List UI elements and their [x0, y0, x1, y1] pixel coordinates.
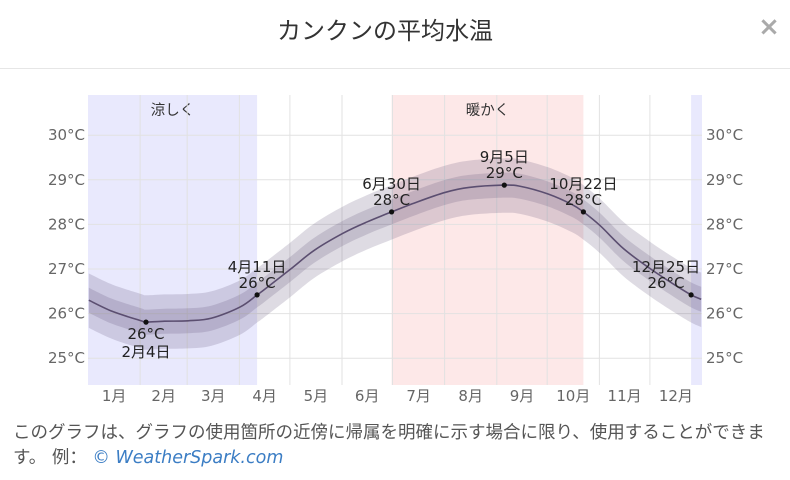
band-outer — [88, 158, 702, 350]
x-tick-label: 7月 — [406, 387, 431, 405]
x-tick-label: 1月 — [102, 387, 127, 405]
annotation-value-label: 29°C — [486, 164, 523, 182]
x-tick-label: 6月 — [355, 387, 380, 405]
annotation-date-label: 2月4日 — [121, 343, 170, 361]
annotation-value-label: 26°C — [127, 325, 164, 343]
annotation-value-label: 28°C — [373, 191, 410, 209]
y-tick-label-left: 26°C — [48, 305, 85, 323]
annotation-value-label: 26°C — [239, 274, 276, 292]
x-tick-label: 12月 — [659, 387, 693, 405]
annotation-point — [501, 182, 507, 188]
header-divider — [0, 68, 790, 69]
mean-line — [88, 184, 702, 323]
season-band — [88, 95, 258, 385]
season-label: 涼しく — [151, 102, 195, 119]
chart-title: カンクンの平均水温 — [277, 17, 493, 45]
annotation-point — [143, 319, 149, 325]
y-tick-label-right: 29°C — [706, 171, 743, 189]
annotation-date-label: 6月30日 — [362, 175, 421, 193]
x-tick-label: 8月 — [458, 387, 483, 405]
season-band — [691, 95, 702, 385]
y-tick-label-right: 28°C — [706, 215, 743, 233]
annotation-value-label: 28°C — [565, 191, 602, 209]
y-tick-label-left: 28°C — [48, 215, 85, 233]
annotation-point — [254, 292, 260, 298]
x-tick-label: 9月 — [510, 387, 535, 405]
annotation-date-label: 9月5日 — [480, 148, 529, 166]
caption-text: このグラフは、グラフの使用箇所の近傍に帰属を明確に示す場合に限り、使用することが… — [13, 423, 765, 468]
y-tick-label-right: 30°C — [706, 126, 743, 144]
x-tick-label: 10月 — [556, 387, 590, 405]
x-tick-label: 11月 — [608, 387, 642, 405]
annotation-point — [580, 209, 587, 215]
annotation-point — [688, 292, 694, 298]
x-tick-label: 4月 — [252, 387, 277, 405]
season-label: 暖かく — [466, 102, 510, 119]
annotation-value-label: 26°C — [647, 274, 684, 292]
y-tick-label-left: 27°C — [48, 260, 85, 278]
y-tick-label-right: 26°C — [706, 305, 743, 323]
season-band — [391, 95, 584, 385]
y-tick-label-left: 30°C — [48, 126, 85, 144]
y-tick-label-right: 27°C — [706, 260, 743, 278]
close-icon[interactable]: × — [758, 12, 780, 42]
x-tick-label: 5月 — [304, 387, 329, 405]
y-tick-label-right: 25°C — [706, 349, 743, 367]
chart-header: カンクンの平均水温 × — [0, 0, 790, 68]
attribution-link[interactable]: © WeatherSpark.com — [92, 448, 284, 468]
close-button[interactable]: × — [757, 12, 781, 42]
x-tick-label: 2月 — [151, 387, 176, 405]
annotation-point — [389, 209, 395, 215]
annotation-date-label: 10月22日 — [549, 175, 617, 193]
annotation-date-label: 4月11日 — [228, 258, 287, 276]
band-inner — [88, 172, 702, 335]
y-tick-label-left: 29°C — [48, 171, 85, 189]
annotation-date-label: 12月25日 — [632, 258, 700, 276]
x-tick-label: 3月 — [201, 387, 226, 405]
y-tick-label-left: 25°C — [48, 349, 85, 367]
usage-caption: このグラフは、グラフの使用箇所の近傍に帰属を明確に示す場合に限り、使用することが… — [13, 421, 775, 471]
